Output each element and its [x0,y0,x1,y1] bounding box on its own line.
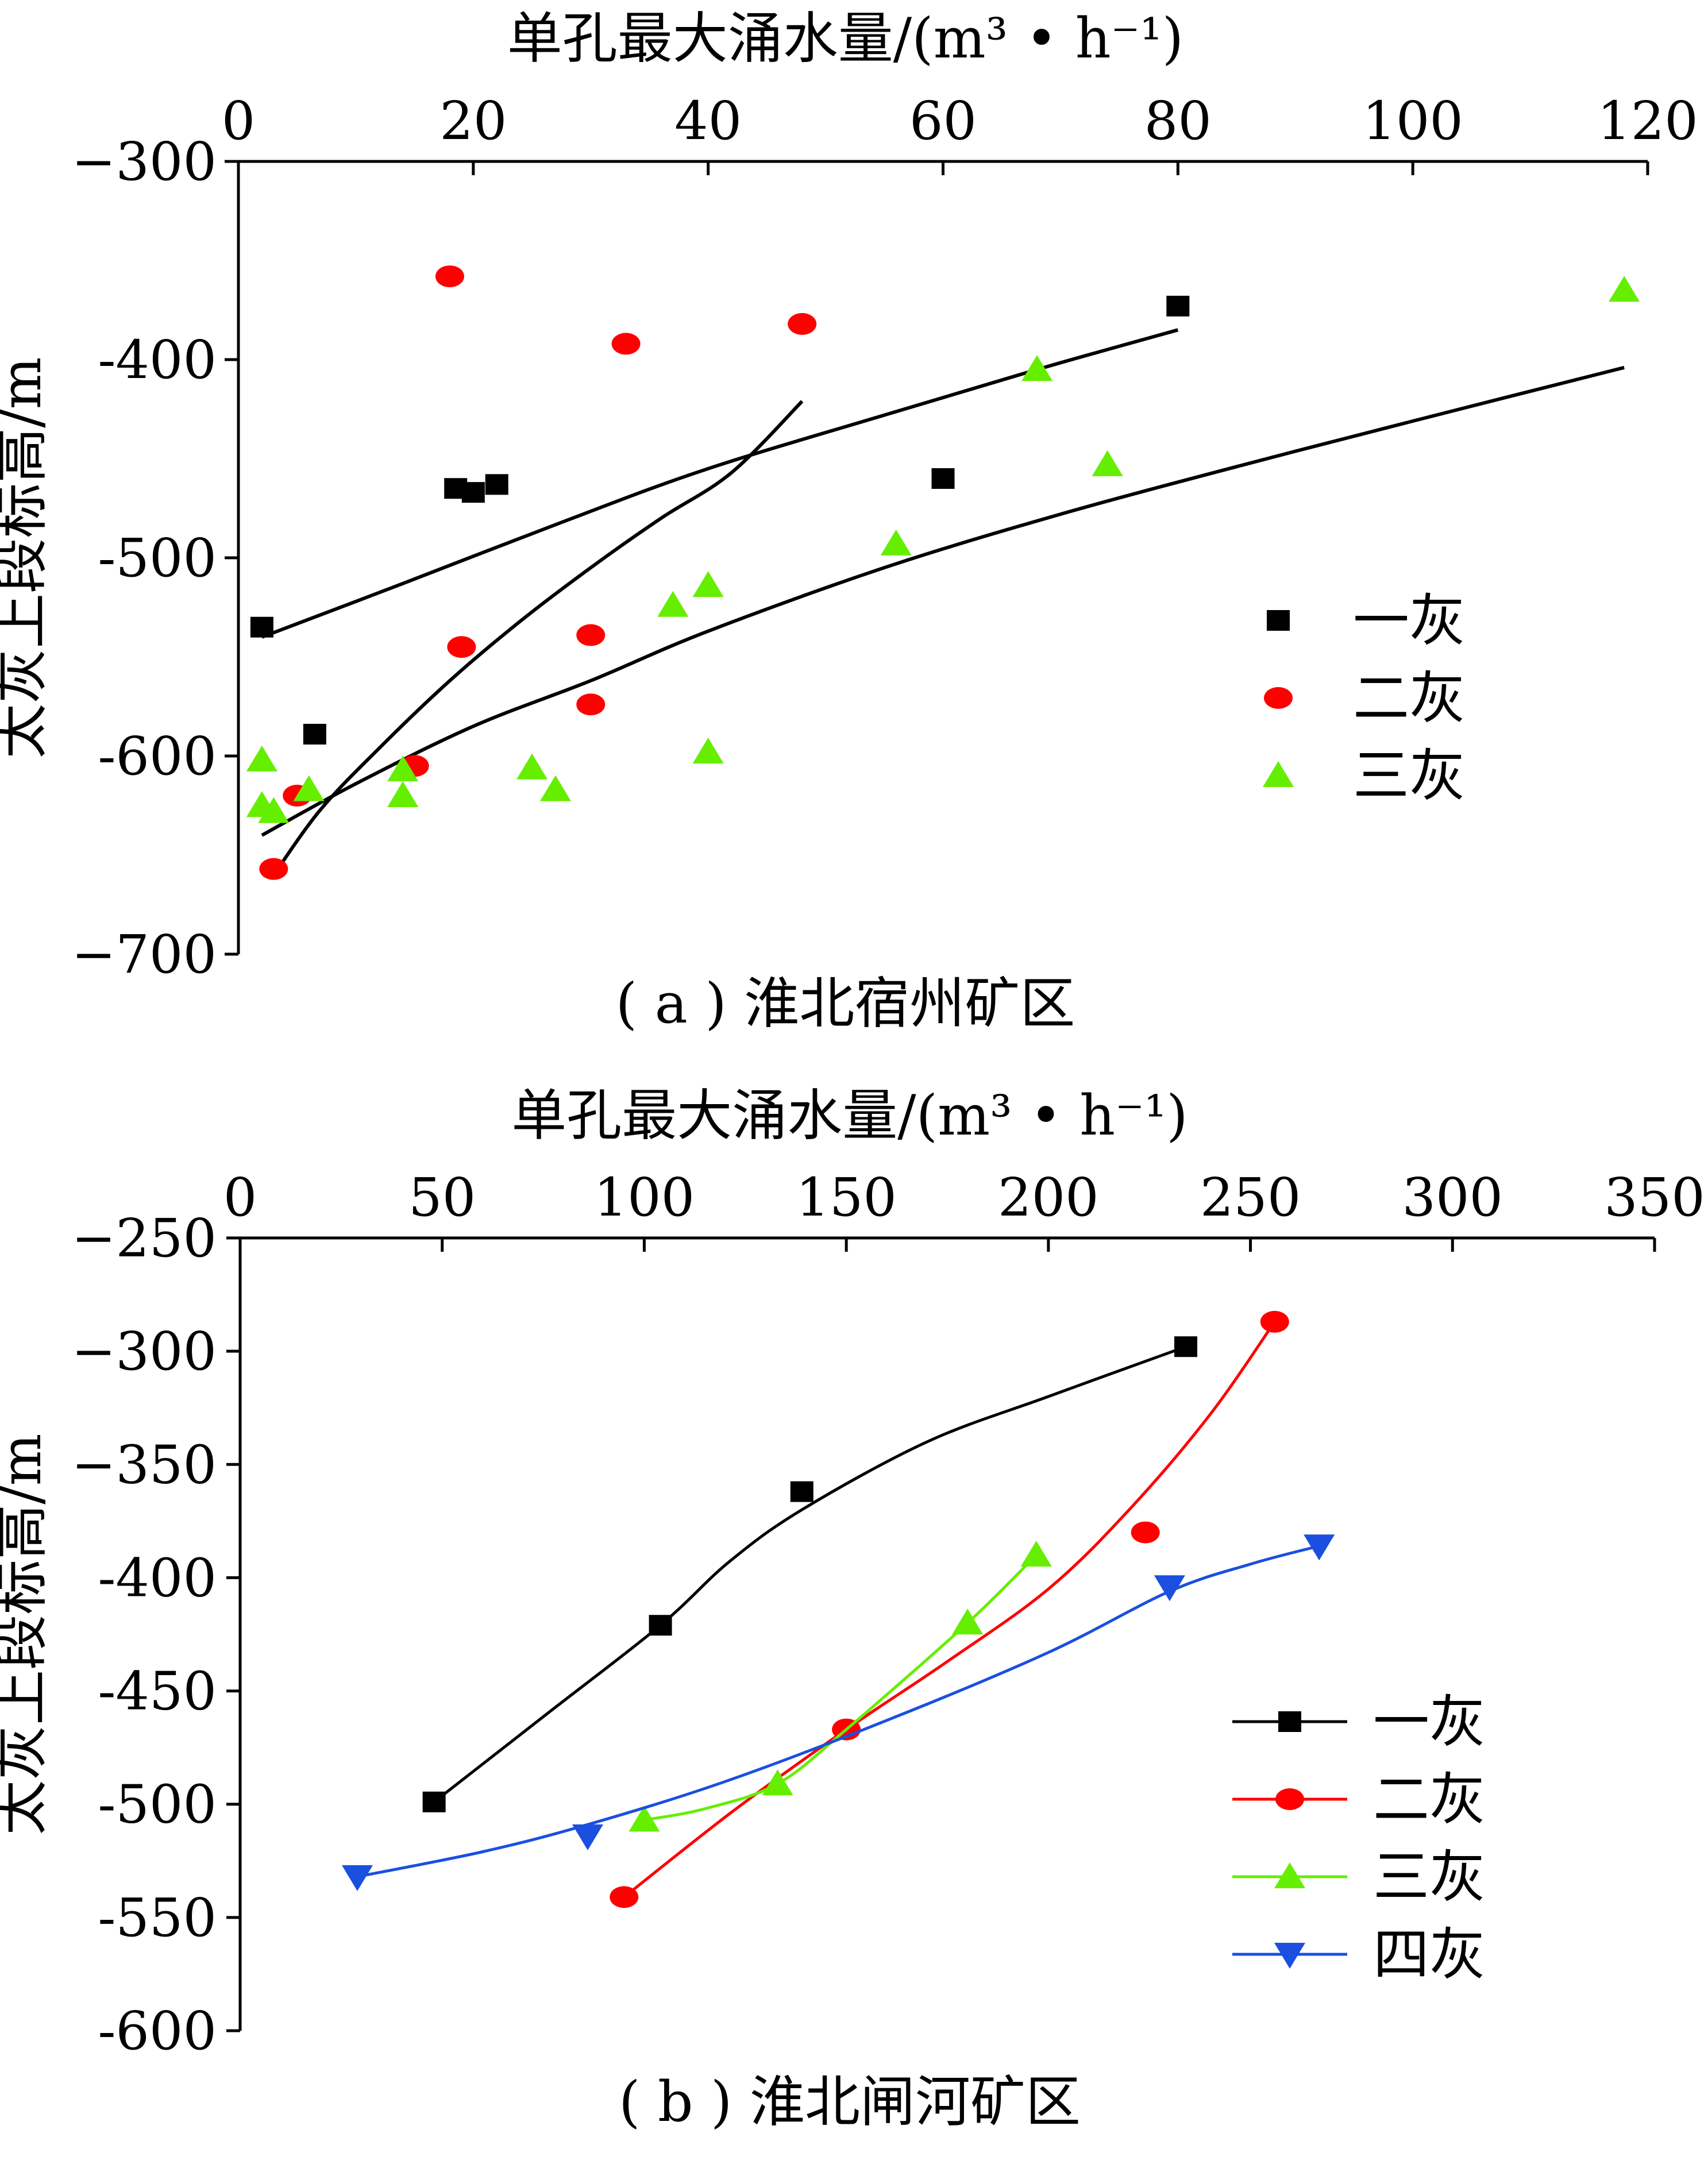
legend-label: 一灰 [1373,1689,1486,1755]
legend-marker [1275,1788,1304,1810]
data-point [422,1791,446,1812]
data-point [539,775,571,801]
data-point [692,571,724,597]
data-point [649,1615,672,1636]
y-axis-title: 太灰上段标高/m [0,1433,53,1835]
data-point [258,797,290,823]
fit-curve [261,365,1625,837]
data-point [657,591,689,617]
data-point [435,265,464,288]
legend-label: 二灰 [1353,666,1466,731]
y-tick-label: -600 [98,726,217,787]
y-tick-label: −350 [71,1434,217,1495]
legend-marker [1274,1862,1305,1888]
data-point [1021,355,1053,381]
x-tick-label: 300 [1402,1167,1503,1228]
y-tick-label: -500 [98,1774,217,1835]
y-tick-label: -550 [98,1887,217,1949]
y-tick-label: −700 [71,924,217,985]
data-point [1166,295,1190,317]
series-line [433,1345,1186,1803]
legend-marker [1267,610,1290,631]
x-tick-label: 60 [909,90,977,152]
data-point [485,474,508,495]
x-tick-label: 100 [1362,90,1463,152]
legend-label: 一灰 [1353,588,1466,654]
data-point [259,858,288,880]
x-tick-label: 50 [408,1167,476,1228]
data-point [931,468,955,489]
data-point [1131,1521,1160,1544]
data-point [447,636,476,658]
data-point [610,1886,639,1908]
x-tick-label: 150 [796,1167,897,1228]
panel-b-chart: 0 50 100 150 200 250 300 350 −250 −300 −350 -400 -45… [0,1083,1705,2134]
legend-marker [1263,761,1294,787]
x-tick-label: 120 [1597,90,1698,152]
data-point [788,313,817,335]
data-point [1154,1575,1185,1602]
series-line [623,1321,1276,1899]
y-tick-label: -400 [98,1547,217,1608]
x-tick-label: 80 [1144,90,1212,152]
x-tick-label: 0 [222,90,256,152]
y-tick-label: -400 [98,329,217,391]
x-tick-label: 250 [1200,1167,1301,1228]
data-point [387,781,419,807]
data-point [576,624,606,646]
data-point [303,724,326,745]
y-tick-label: −300 [71,131,217,192]
data-point [572,1824,603,1850]
y-tick-label: -600 [98,2000,217,2062]
data-point [576,693,606,716]
data-point [250,616,273,638]
y-tick-label: -500 [98,527,217,589]
data-point [1020,1541,1052,1567]
y-tick-label: -450 [98,1661,217,1722]
legend-label: 三灰 [1373,1845,1486,1910]
fit-curve [272,400,804,876]
data-point [341,1865,373,1891]
data-point [461,482,485,503]
data-point [692,738,724,764]
panel-a-chart: 0 20 40 60 80 100 120 −300 -400 -500 -600 −700 单孔最大涌… [0,6,1698,1036]
legend-marker [1278,1711,1301,1732]
data-point [293,775,325,801]
legend-label: 二灰 [1373,1767,1486,1833]
data-point [880,529,912,555]
legend-label: 三灰 [1353,743,1466,809]
data-point [629,1806,660,1832]
data-point [611,333,641,355]
data-point [1174,1336,1198,1357]
x-axis-title: 单孔最大涌水量/(m³ • h⁻¹) [507,6,1183,71]
data-point [790,1481,813,1502]
x-axis-title: 单孔最大涌水量/(m³ • h⁻¹) [511,1083,1187,1148]
y-axis-title: 太灰上段标高/m [0,357,53,758]
legend-marker [1264,687,1293,709]
legend-marker [1274,1943,1305,1969]
data-point [1260,1310,1289,1333]
x-tick-label: 20 [439,90,507,152]
legend-label: 四灰 [1373,1922,1486,1988]
x-tick-label: 100 [594,1167,695,1228]
series-line [357,1544,1320,1878]
series-line [643,1554,1038,1822]
data-point [516,753,548,780]
panel-caption: ( b ) 淮北闸河矿区 [619,2070,1081,2134]
data-point [1304,1534,1335,1561]
data-point [246,745,277,771]
x-tick-label: 200 [998,1167,1099,1228]
x-tick-label: 350 [1604,1167,1705,1228]
data-point [952,1608,984,1635]
x-tick-label: 40 [674,90,742,152]
y-tick-label: −250 [71,1208,217,1269]
data-point [1609,276,1640,302]
data-point [387,755,419,782]
x-tick-label: 0 [223,1167,257,1228]
data-point [1092,450,1123,476]
panel-caption: ( a ) 淮北宿州矿区 [616,971,1075,1036]
y-tick-label: −300 [71,1321,217,1382]
data-point [762,1769,793,1796]
